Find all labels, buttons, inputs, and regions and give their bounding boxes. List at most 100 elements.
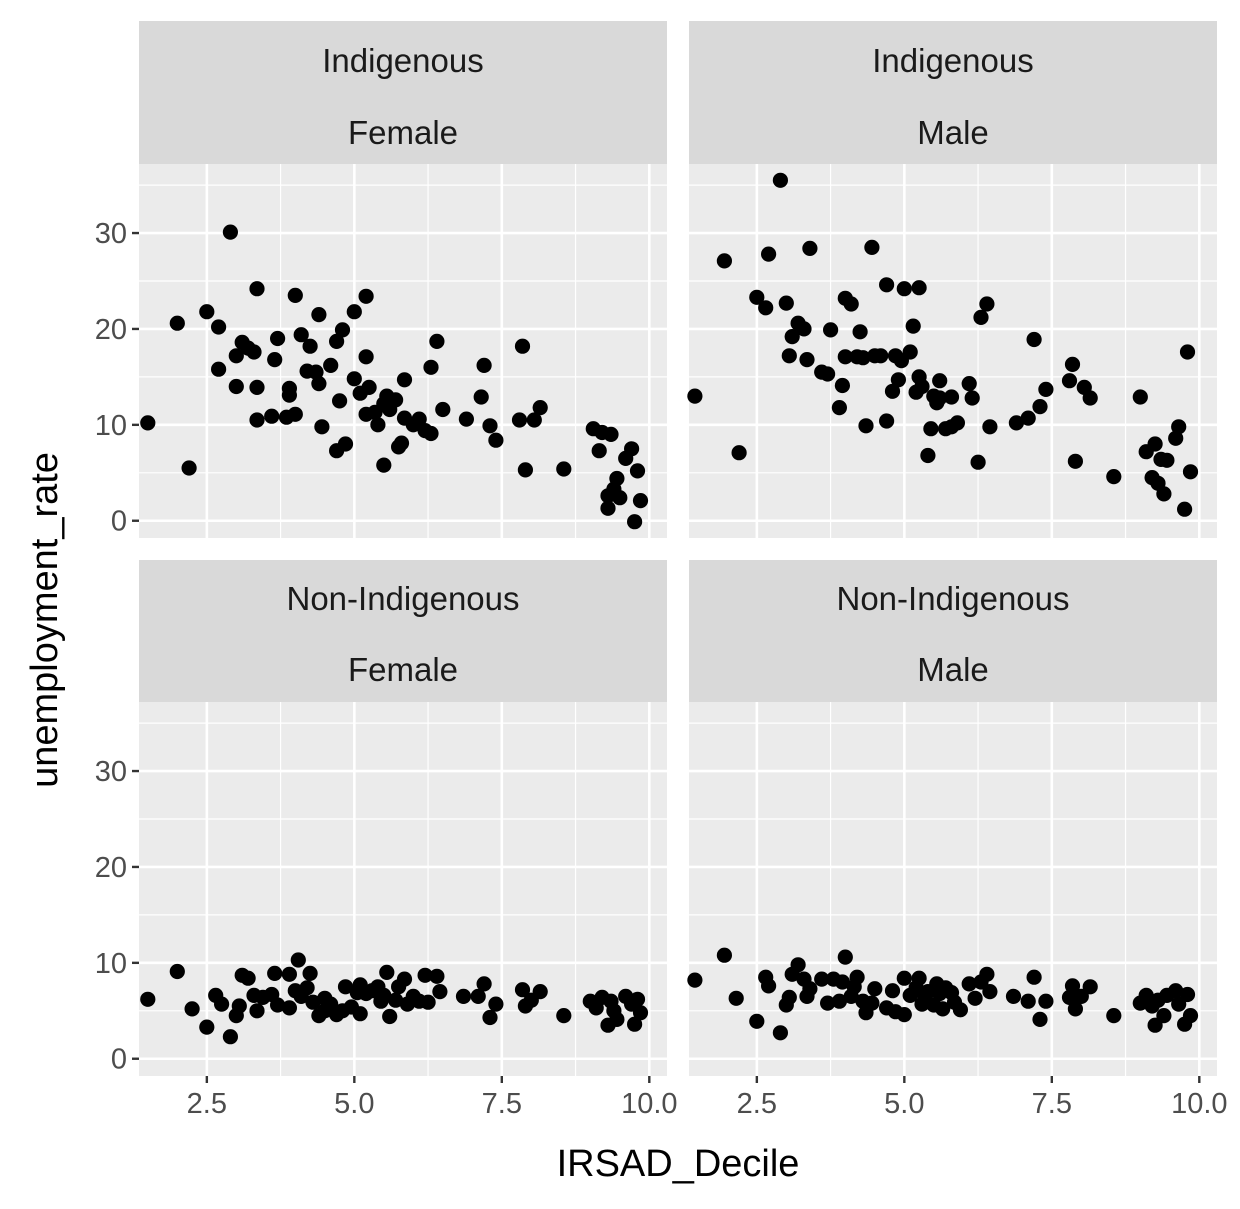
- points-group: [687, 947, 1199, 1041]
- data-point: [1082, 979, 1098, 995]
- data-point: [609, 470, 625, 487]
- y-tick-label: 20: [95, 314, 127, 346]
- data-point: [358, 349, 374, 365]
- data-point: [1177, 501, 1193, 517]
- data-point: [169, 963, 185, 980]
- data-point: [346, 371, 362, 387]
- data-point: [600, 500, 616, 516]
- data-point: [799, 352, 815, 368]
- data-point: [249, 412, 265, 428]
- facet-panel-non-indigenous-male: Non-Indigenous Male: [687, 560, 1217, 1076]
- data-point: [476, 976, 492, 992]
- data-point: [979, 966, 995, 982]
- data-point: [1032, 1011, 1048, 1027]
- y-axis-top-row: 0 10 20 30: [95, 218, 139, 538]
- strip-background: [139, 21, 667, 164]
- data-point: [337, 979, 354, 995]
- data-point: [858, 418, 874, 434]
- data-point: [228, 348, 244, 364]
- data-point: [603, 426, 619, 442]
- data-point: [884, 383, 901, 399]
- data-point: [396, 971, 413, 987]
- data-point: [511, 412, 528, 428]
- x-tick-label: 10.0: [621, 1088, 677, 1120]
- data-point: [1020, 993, 1036, 1009]
- data-point: [211, 319, 227, 335]
- data-point: [556, 1008, 572, 1024]
- data-point: [1005, 988, 1022, 1005]
- data-point: [482, 1009, 498, 1026]
- data-point: [455, 988, 472, 1005]
- data-point: [435, 401, 451, 418]
- data-point: [429, 333, 445, 349]
- data-point: [728, 990, 744, 1006]
- data-point: [1038, 993, 1054, 1009]
- data-point: [784, 329, 800, 345]
- data-point: [514, 982, 531, 998]
- strip-label-row: Indigenous: [322, 42, 483, 79]
- data-point: [890, 372, 907, 388]
- points-group: [140, 224, 649, 530]
- data-point: [376, 457, 392, 473]
- data-point: [867, 981, 883, 997]
- data-point: [1061, 373, 1078, 389]
- data-point: [627, 514, 643, 530]
- data-point: [591, 443, 607, 459]
- data-point: [837, 349, 853, 365]
- data-point: [1026, 969, 1042, 985]
- data-point: [458, 411, 474, 427]
- points-group: [687, 172, 1199, 517]
- data-point: [1168, 983, 1184, 999]
- x-axis-title: IRSAD_Decile: [557, 1143, 800, 1185]
- x-tick-label: 7.5: [1032, 1088, 1072, 1120]
- gridlines: [139, 702, 667, 1076]
- y-tick-label: 10: [95, 948, 127, 980]
- data-point: [1182, 464, 1199, 480]
- data-point: [687, 388, 703, 404]
- data-point: [432, 984, 448, 1000]
- data-point: [311, 376, 327, 392]
- data-point: [687, 972, 703, 988]
- data-point: [473, 389, 489, 405]
- data-point: [1182, 1008, 1199, 1024]
- data-point: [979, 296, 995, 312]
- data-point: [778, 295, 794, 311]
- data-point: [914, 378, 930, 395]
- points-group: [140, 952, 649, 1045]
- data-point: [772, 1025, 789, 1041]
- data-point: [772, 172, 789, 188]
- data-point: [802, 240, 818, 256]
- x-tick-label: 2.5: [737, 1088, 777, 1120]
- data-point: [629, 991, 646, 1007]
- data-point: [1067, 453, 1083, 469]
- data-point: [222, 224, 238, 240]
- data-point: [264, 408, 280, 424]
- data-point: [627, 1016, 643, 1032]
- strip-label-row: Non-Indigenous: [837, 580, 1070, 617]
- data-point: [476, 357, 492, 373]
- data-point: [370, 417, 386, 433]
- data-point: [982, 419, 998, 435]
- data-point: [482, 418, 498, 434]
- data-point: [961, 976, 977, 992]
- data-point: [293, 327, 309, 343]
- x-tick-label: 2.5: [187, 1088, 227, 1120]
- data-point: [967, 990, 983, 1006]
- data-point: [855, 350, 871, 366]
- data-point: [270, 997, 286, 1013]
- strip-background: [139, 560, 667, 702]
- data-point: [961, 376, 977, 392]
- strip-background: [689, 21, 1217, 164]
- data-point: [346, 304, 362, 320]
- data-point: [281, 380, 297, 396]
- data-point: [249, 379, 265, 395]
- data-point: [420, 994, 436, 1010]
- facet-panel-indigenous-male: Indigenous Male: [687, 21, 1217, 538]
- data-point: [932, 373, 948, 389]
- data-point: [731, 445, 747, 461]
- data-point: [1171, 996, 1187, 1012]
- data-point: [379, 964, 395, 981]
- data-point: [311, 307, 327, 323]
- data-point: [879, 413, 895, 429]
